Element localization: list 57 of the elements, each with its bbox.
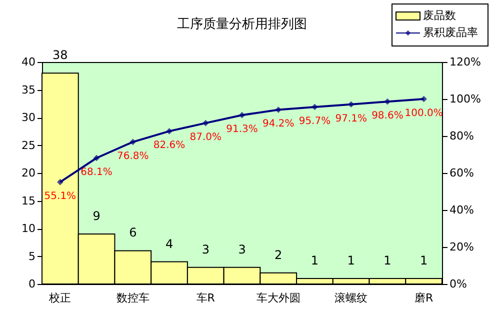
point xyxy=(130,138,136,146)
y2-tick-label: 80% xyxy=(450,130,474,142)
data-label: 97.1% xyxy=(335,113,367,124)
y-tick-label: 35 xyxy=(22,83,36,96)
point xyxy=(384,98,391,105)
data-label: 87.0% xyxy=(190,132,222,144)
data-label: 1 xyxy=(384,253,392,268)
data-label: 3 xyxy=(238,242,246,256)
data-label: 9 xyxy=(92,209,100,224)
y2-tick-label: 120% xyxy=(450,56,481,68)
y2-tick-label: 20% xyxy=(450,240,474,254)
x-tick-label: 滚螺纹 xyxy=(334,292,368,304)
y-tick-label: 0 xyxy=(28,278,36,290)
point xyxy=(93,154,100,162)
point xyxy=(202,120,209,126)
point xyxy=(57,178,64,186)
y2-tick-label: 60% xyxy=(450,166,474,180)
y-tick-label: 25 xyxy=(22,138,36,152)
data-label: 2 xyxy=(274,248,282,262)
data-label: 95.7% xyxy=(298,116,331,127)
x-tick-label: 车大外圆 xyxy=(256,292,300,304)
data-label: 82.6% xyxy=(153,140,186,152)
x-tick-label: 校正 xyxy=(48,292,72,304)
y-tick-label: 10 xyxy=(22,222,36,235)
data-label: 38 xyxy=(52,48,68,62)
x-tick-label: 磨R xyxy=(414,292,434,304)
y2-tick-label: 100% xyxy=(450,92,481,106)
y-tick-label: 40 xyxy=(22,56,36,68)
point xyxy=(166,128,172,134)
point xyxy=(312,104,318,110)
x-tick-label: 数控车 xyxy=(116,292,150,304)
y-tick-label: 15 xyxy=(22,194,36,208)
x-tick-label: 车R xyxy=(196,292,216,304)
chart-title: 工序质量分析用排列图 xyxy=(177,16,307,32)
point xyxy=(238,112,246,118)
data-label: 94.2% xyxy=(262,118,294,130)
point xyxy=(275,106,282,113)
data-label: 3 xyxy=(202,242,210,256)
legend-label: 废品数 xyxy=(423,9,456,22)
y-tick-label: 30 xyxy=(22,111,36,124)
data-label: 68.1% xyxy=(80,167,112,178)
y2-tick-label: 0% xyxy=(450,278,467,290)
data-label: 1 xyxy=(310,253,319,268)
data-label: 76.8% xyxy=(117,150,149,162)
data-label: 1 xyxy=(347,253,355,268)
y-tick-label: 5 xyxy=(28,250,36,263)
data-label: 1 xyxy=(420,253,428,268)
data-label: 55.1% xyxy=(44,191,76,202)
data-label: 6 xyxy=(129,226,137,240)
data-label: 4 xyxy=(165,236,174,251)
data-label: 91.3% xyxy=(226,124,258,136)
point xyxy=(420,96,427,102)
legend-label: 累积废品率 xyxy=(423,26,478,39)
data-label: 98.6% xyxy=(372,110,404,122)
point xyxy=(348,101,354,108)
y-tick-label: 20 xyxy=(22,166,36,180)
y2-tick-label: 40% xyxy=(450,204,474,216)
